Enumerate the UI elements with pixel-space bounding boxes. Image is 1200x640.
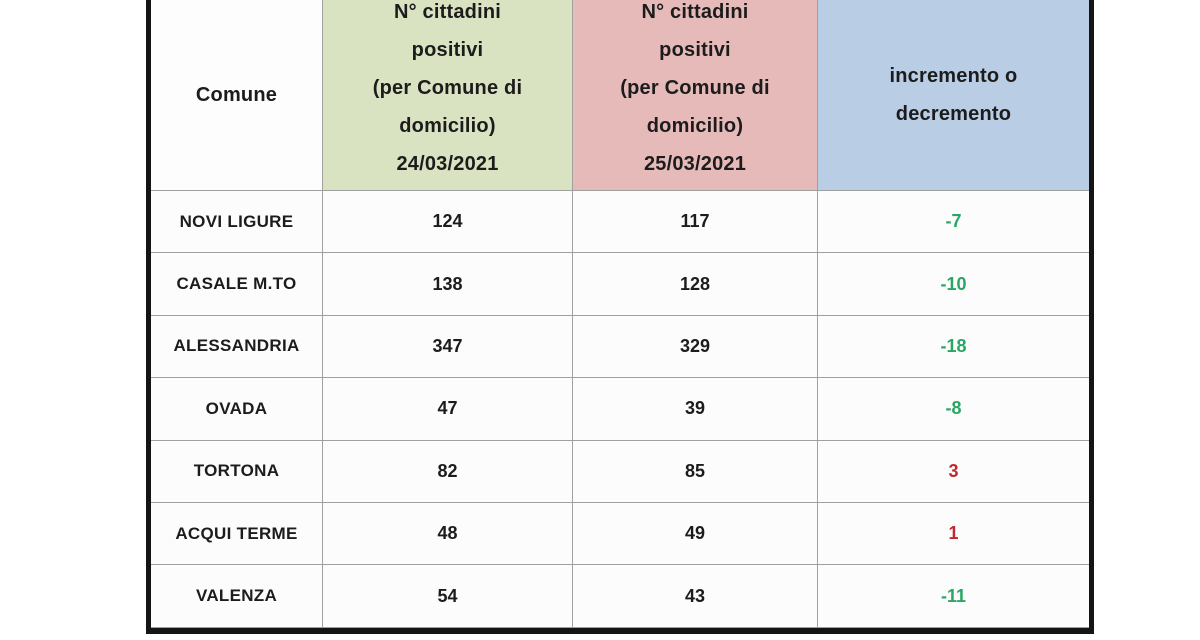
delta-cell: 1 <box>818 502 1089 566</box>
delta-cell: -8 <box>818 378 1089 441</box>
comune-cell: ALESSANDRIA <box>151 315 323 379</box>
delta-cell: -10 <box>818 253 1089 316</box>
positives-25-cell: 128 <box>573 253 818 316</box>
positives-25-cell: 39 <box>573 378 818 441</box>
positives-25-cell: 43 <box>573 565 818 628</box>
positives-24-cell: 138 <box>323 253 573 316</box>
positives-25-cell: 49 <box>573 502 818 566</box>
comune-cell: NOVI LIGURE <box>151 191 323 254</box>
positives-24-cell: 48 <box>323 502 573 566</box>
positives-25-cell: 85 <box>573 440 818 503</box>
covid-positives-table: Comune N° cittadini positivi (per Comune… <box>146 0 1094 634</box>
comune-cell: ACQUI TERME <box>151 502 323 566</box>
comune-cell: OVADA <box>151 378 323 441</box>
comune-cell: TORTONA <box>151 440 323 503</box>
delta-cell: -7 <box>818 191 1089 254</box>
delta-cell: -11 <box>818 565 1089 628</box>
positives-24-cell: 347 <box>323 315 573 379</box>
column-header-positives-25-03: N° cittadini positivi (per Comune di dom… <box>573 0 818 191</box>
positives-24-cell: 82 <box>323 440 573 503</box>
delta-cell: 3 <box>818 440 1089 503</box>
delta-cell: -18 <box>818 315 1089 379</box>
positives-24-cell: 124 <box>323 191 573 254</box>
comune-cell: CASALE M.TO <box>151 253 323 316</box>
positives-25-cell: 329 <box>573 315 818 379</box>
column-header-increment-decrement: incremento o decremento <box>818 0 1089 191</box>
positives-24-cell: 47 <box>323 378 573 441</box>
positives-25-cell: 117 <box>573 191 818 254</box>
positives-24-cell: 54 <box>323 565 573 628</box>
column-header-positives-24-03: N° cittadini positivi (per Comune di dom… <box>323 0 573 191</box>
comune-cell: VALENZA <box>151 565 323 628</box>
column-header-comune: Comune <box>151 0 323 191</box>
